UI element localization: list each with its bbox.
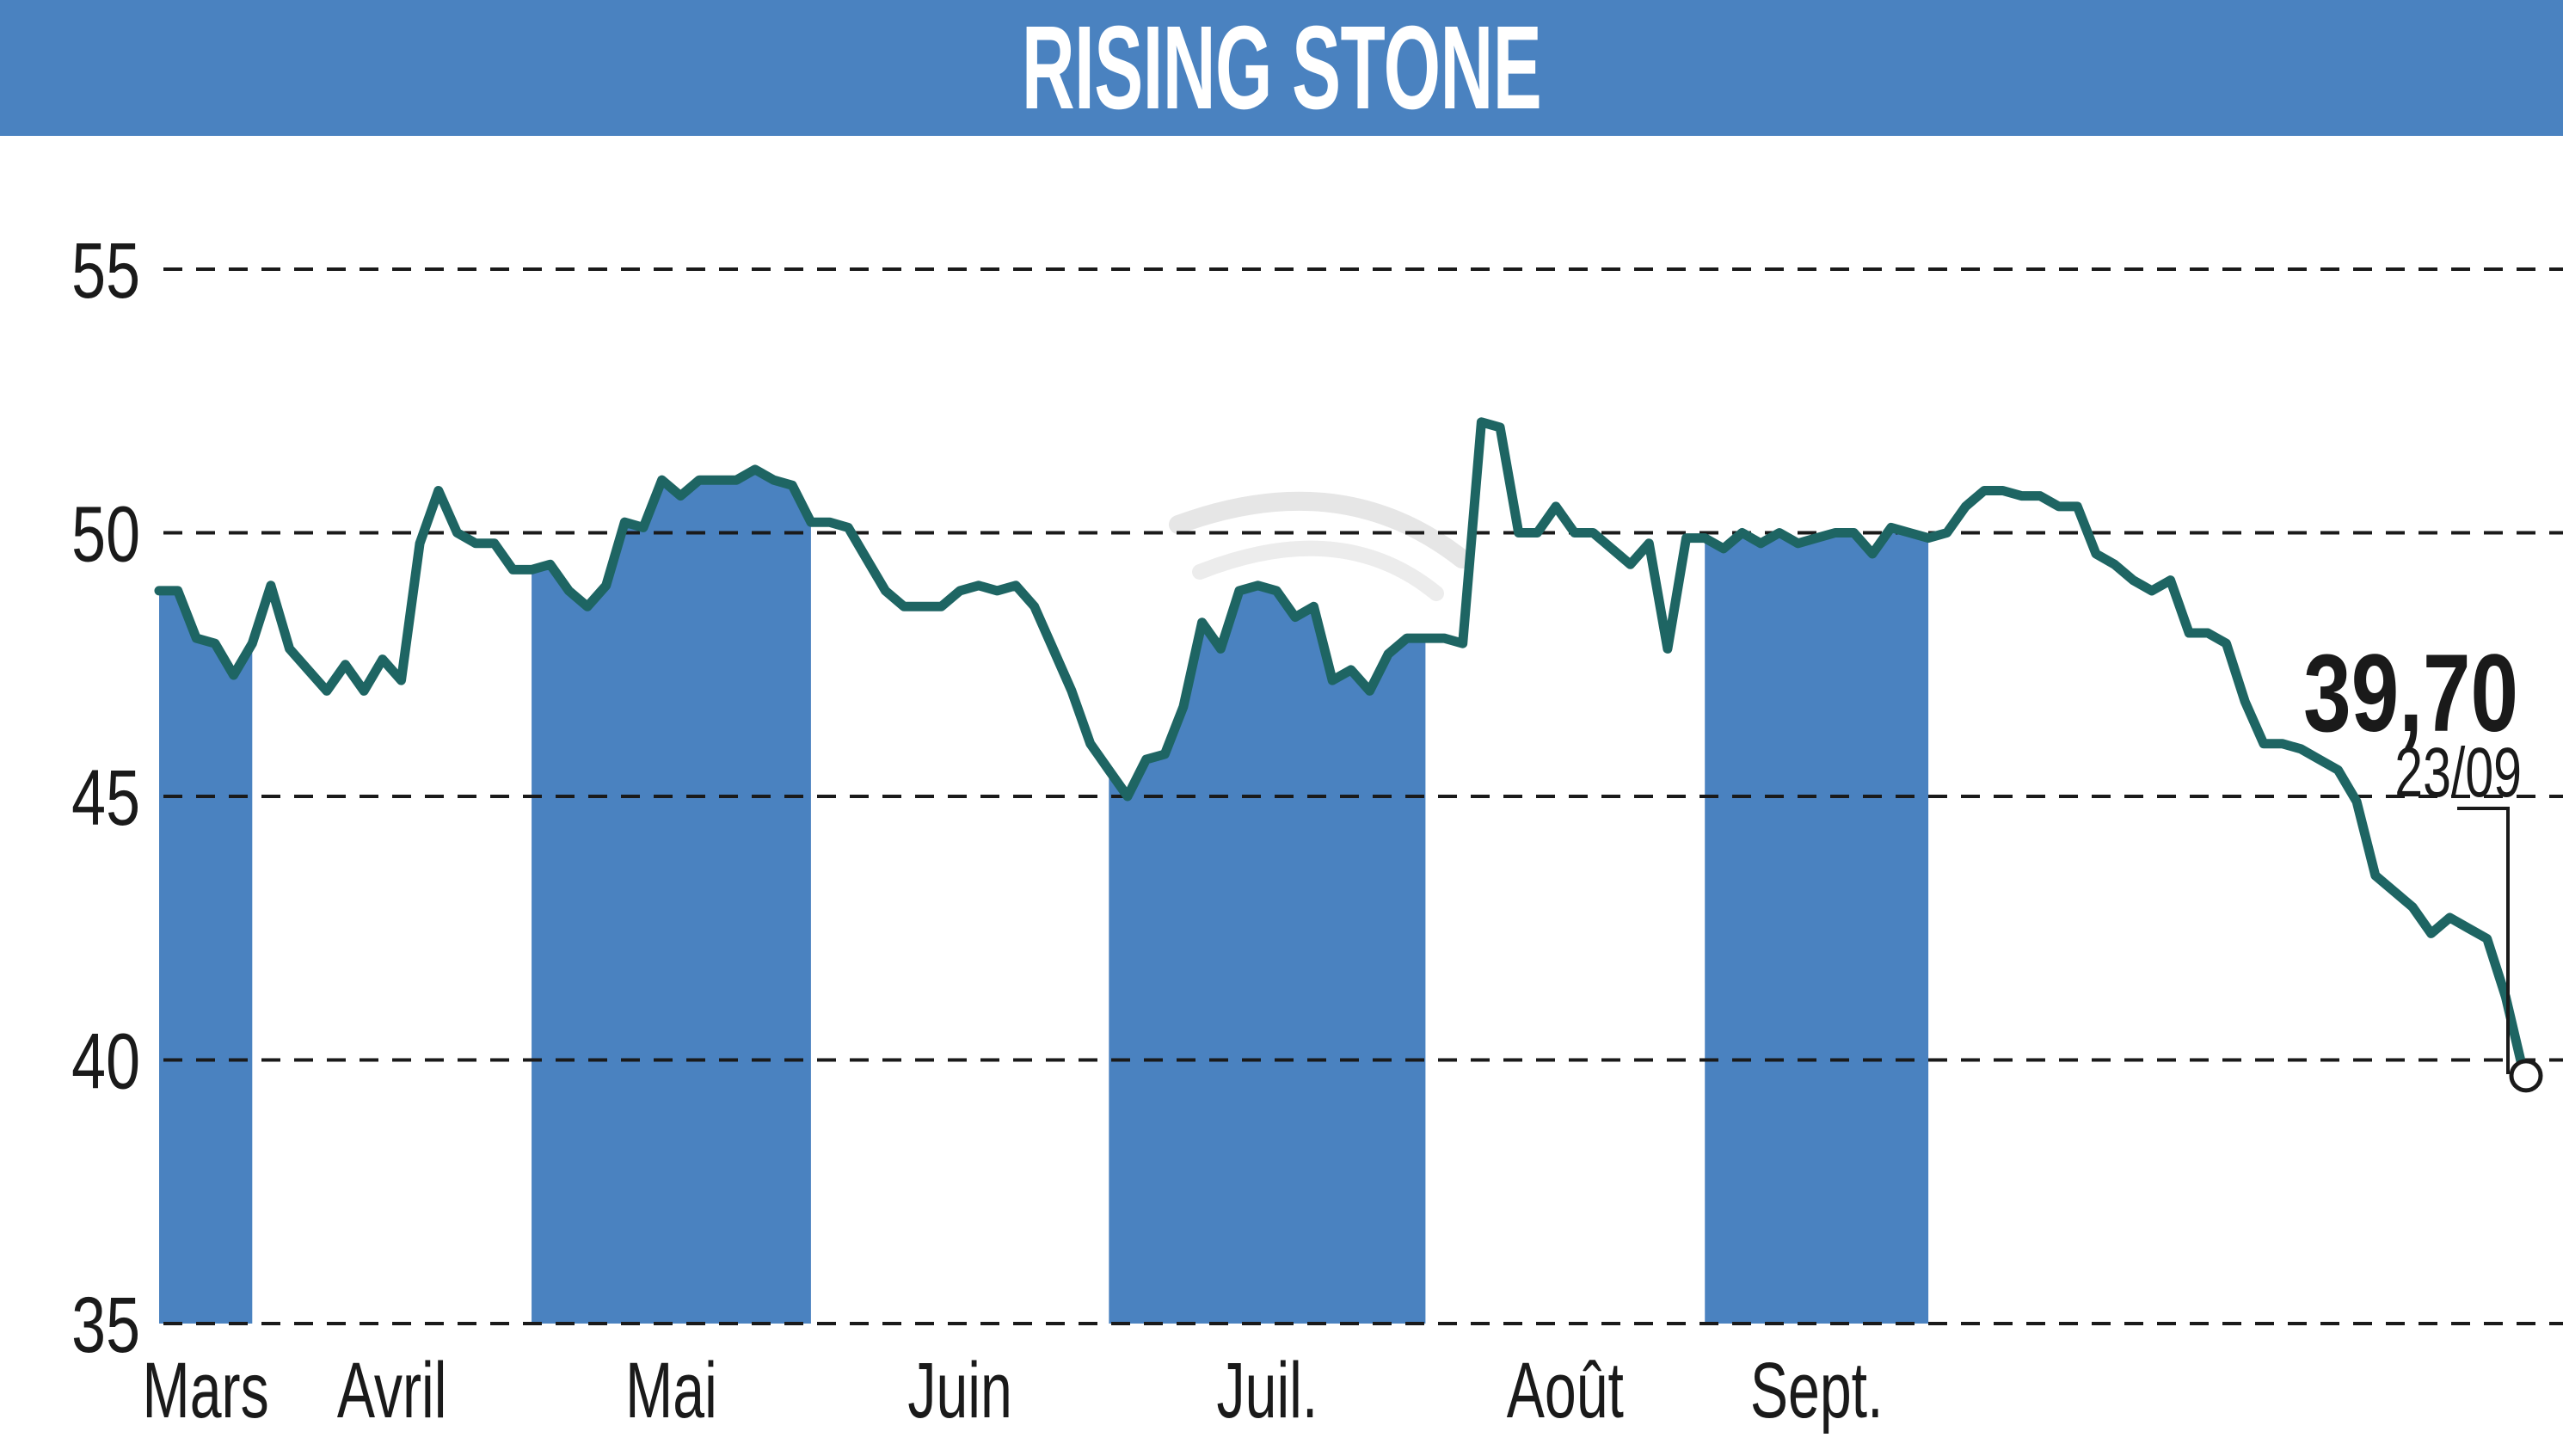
title-bar	[0, 0, 2563, 136]
y-tick-label: 55	[71, 226, 140, 315]
x-tick-label: Août	[1507, 1345, 1624, 1434]
x-axis-ticks: Mars Avril Mai Juin Juil. Août Sept.	[143, 1345, 1884, 1434]
x-tick-label: Avril	[337, 1345, 447, 1434]
y-tick-label: 35	[71, 1281, 140, 1369]
last-value-label: 39,70	[2303, 632, 2518, 755]
y-tick-label: 40	[71, 1017, 140, 1106]
x-tick-label: Juin	[907, 1345, 1012, 1434]
month-band-mars	[159, 590, 253, 1324]
price-line-group	[154, 417, 2529, 1081]
gridlines	[163, 267, 2563, 1325]
x-tick-label: Sept.	[1750, 1345, 1884, 1434]
last-date-label: 23/09	[2394, 734, 2522, 813]
y-tick-label: 50	[71, 490, 140, 579]
month-band-mai	[532, 469, 811, 1324]
last-value-annotation: 39,70 23/09	[2303, 632, 2543, 1093]
price-line	[154, 417, 2529, 1081]
month-band-sept	[1705, 527, 1929, 1324]
y-axis-ticks: 35 40 45 50 55	[71, 226, 140, 1369]
watermark-logo	[1169, 491, 1472, 601]
x-tick-label: Mars	[143, 1345, 269, 1434]
month-bands	[159, 469, 1929, 1324]
x-tick-label: Juil.	[1216, 1345, 1318, 1434]
callout-leader-line	[2457, 807, 2510, 1074]
x-tick-label: Mai	[625, 1345, 717, 1434]
chart-title: RISING STONE	[1021, 2, 1542, 134]
month-band-juil	[1109, 585, 1426, 1324]
last-point-marker	[2509, 1059, 2543, 1093]
y-tick-label: 45	[71, 753, 140, 842]
